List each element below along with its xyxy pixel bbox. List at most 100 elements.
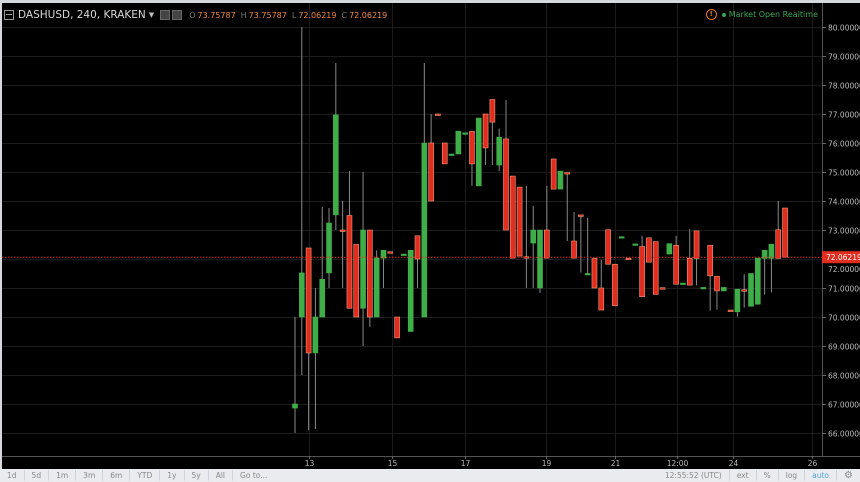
candle-down	[659, 287, 666, 290]
candle-down	[509, 175, 516, 259]
price-tick-label: 79.00000	[828, 53, 860, 62]
candle-down	[605, 229, 611, 265]
price-tick-label: 76.00000	[828, 140, 860, 149]
candle-down	[775, 229, 782, 259]
range-6m[interactable]: 6m	[103, 470, 131, 481]
market-status: ! Market Open Realtime	[705, 9, 818, 20]
time-tick-label: 12:00	[667, 459, 689, 468]
candle-down	[591, 258, 598, 289]
price-tick-label: 70.00000	[828, 314, 860, 323]
low-label: L	[291, 10, 297, 20]
candle-down	[414, 235, 421, 260]
open-label: O	[189, 10, 196, 20]
price-tick-label: 66.00000	[828, 430, 860, 439]
symbol-title[interactable]: DASHUSD, 240, KRAKEN	[18, 9, 146, 21]
high-label: H	[240, 10, 247, 20]
candle-up	[530, 229, 537, 244]
candle-down	[428, 142, 434, 202]
warning-icon[interactable]: !	[705, 9, 717, 20]
close-value: 72.06219	[349, 10, 388, 20]
price-tick-label: 67.00000	[828, 401, 860, 410]
price-tick-label: 68.00000	[828, 372, 860, 381]
candle-up	[292, 403, 298, 409]
candle-up	[462, 132, 468, 135]
candle-up	[407, 250, 414, 332]
log-toggle[interactable]: log	[779, 470, 806, 481]
candle-down	[482, 113, 489, 149]
range-1d[interactable]: 1d	[0, 470, 25, 481]
candle-up	[496, 136, 502, 166]
price-tick-label: 69.00000	[828, 343, 860, 352]
last-price-label: 72.06219	[826, 253, 860, 262]
range-3m[interactable]: 3m	[76, 470, 104, 481]
range-1y[interactable]: 1y	[160, 470, 185, 481]
hide-icon[interactable]	[160, 10, 171, 20]
candle-up	[319, 278, 326, 318]
candle-down	[639, 246, 645, 297]
range-5y[interactable]: 5y	[185, 470, 209, 481]
candle-up	[421, 142, 428, 318]
candle-up	[333, 114, 339, 216]
candle-up	[401, 253, 407, 256]
candle-down	[435, 113, 441, 116]
clock[interactable]: 12:55:52 (UTC)	[658, 470, 730, 481]
candle-down	[523, 256, 530, 259]
candle-up	[761, 250, 768, 259]
candle-down	[652, 241, 659, 295]
candle-down	[686, 258, 693, 286]
market-status-text: Market Open Realtime	[728, 10, 818, 19]
candle-down	[625, 257, 632, 260]
percent-toggle[interactable]: %	[757, 470, 779, 481]
candle-up	[537, 229, 543, 289]
candle-down	[646, 237, 652, 263]
price-tick-label: 80.00000	[828, 24, 860, 33]
close-label: C	[341, 10, 348, 20]
candle-down	[544, 229, 550, 259]
candle-down	[394, 316, 400, 339]
time-tick-label: 17	[461, 459, 471, 468]
auto-toggle[interactable]: auto	[805, 470, 838, 481]
candle-down	[503, 138, 509, 231]
range-5d[interactable]: 5d	[25, 470, 50, 481]
time-tick-label: 24	[729, 459, 739, 468]
goto-button[interactable]: Go to...	[240, 471, 268, 480]
candle-down	[741, 289, 747, 292]
last-price-badge	[822, 251, 860, 264]
price-tick-label: 73.00000	[828, 227, 860, 236]
ext-toggle[interactable]: ext	[730, 470, 757, 481]
candle-down	[469, 131, 475, 165]
candle-down	[598, 287, 605, 311]
candle-up	[455, 130, 462, 155]
candle-down	[353, 244, 360, 318]
caret-down-icon[interactable]: ▼	[148, 11, 155, 19]
time-tick-label: 19	[542, 459, 552, 468]
time-axis[interactable]: 13 15 17 19 21 12:00 24 26	[305, 456, 818, 468]
candle-up	[748, 273, 754, 307]
price-axis[interactable]: 80.00000 79.00000 78.00000 77.00000 76.00000…	[822, 24, 860, 439]
candle-down	[673, 245, 679, 285]
candle-down	[441, 142, 448, 165]
collapse-icon[interactable]	[4, 10, 14, 20]
price-tick-label: 74.00000	[828, 198, 860, 207]
candle-down	[714, 276, 720, 292]
candle-down	[782, 207, 788, 258]
candle-down	[707, 245, 713, 277]
time-tick-label: 15	[388, 459, 398, 468]
range-1m[interactable]: 1m	[49, 470, 77, 481]
range-all[interactable]: All	[209, 470, 234, 481]
candle-down	[489, 99, 496, 123]
candle-down	[578, 214, 584, 217]
settings-icon[interactable]	[172, 10, 183, 20]
gear-icon[interactable]: ⚙	[844, 470, 853, 481]
candle-up	[734, 288, 741, 313]
range-ytd[interactable]: YTD	[130, 470, 161, 481]
time-tick-label: 13	[305, 459, 315, 468]
candle-down	[367, 229, 373, 318]
candle-up	[299, 272, 305, 318]
candle-down	[571, 240, 577, 259]
price-tick-label: 71.00000	[828, 285, 860, 294]
candle-up	[720, 287, 727, 292]
candle-up	[768, 243, 775, 259]
chart-legend: DASHUSD, 240, KRAKEN ▼ O 73.75787 H 73.757…	[4, 8, 387, 22]
